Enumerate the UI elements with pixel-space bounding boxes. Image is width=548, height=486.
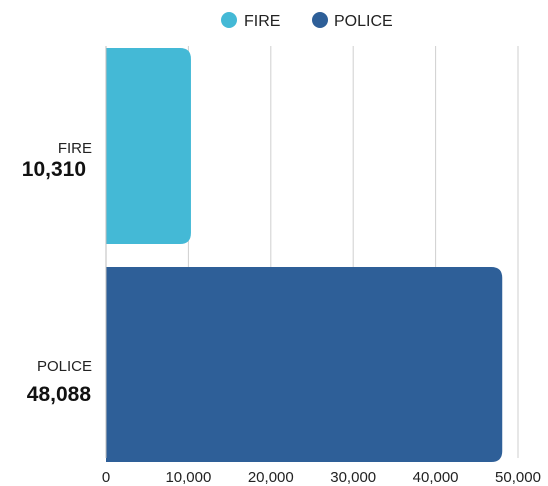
category-label: FIRE bbox=[58, 140, 92, 157]
bar-fire bbox=[106, 48, 191, 244]
data-label: 10,310 bbox=[22, 158, 86, 181]
legend-label: FIRE bbox=[244, 13, 280, 30]
legend-marker-police bbox=[312, 12, 328, 28]
category-label: POLICE bbox=[37, 358, 92, 375]
x-tick-label: 50,000 bbox=[495, 469, 541, 486]
x-tick-label: 10,000 bbox=[165, 469, 211, 486]
x-tick-label: 0 bbox=[102, 469, 110, 486]
value-axis: 0 10,000 20,000 30,000 40,000 50,000 bbox=[102, 46, 541, 486]
x-tick-label: 30,000 bbox=[330, 469, 376, 486]
bar-police bbox=[106, 267, 503, 462]
bars bbox=[106, 48, 503, 462]
x-tick-label: 20,000 bbox=[248, 469, 294, 486]
data-label: 48,088 bbox=[27, 383, 92, 406]
legend-label: POLICE bbox=[334, 13, 393, 30]
x-tick-label: 40,000 bbox=[413, 469, 459, 486]
legend-marker-fire bbox=[221, 12, 237, 28]
legend: FIRE POLICE bbox=[221, 12, 393, 30]
